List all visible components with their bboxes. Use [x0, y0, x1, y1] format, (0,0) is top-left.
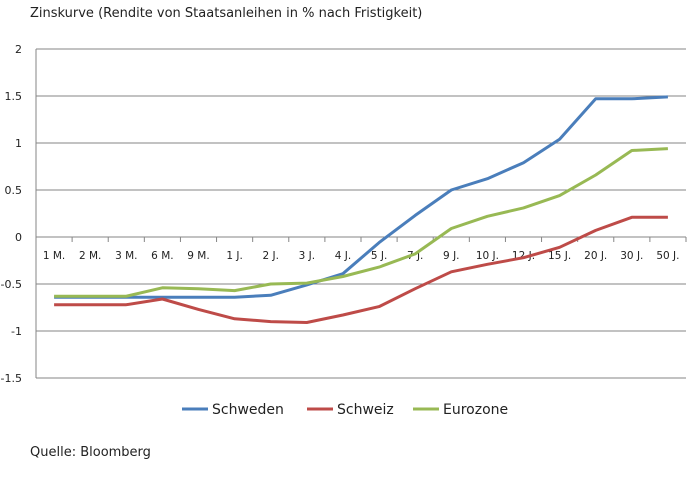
y-tick-label: -0.5 [1, 278, 22, 291]
legend-label-schweden: Schweden [212, 402, 284, 418]
x-tick-label: 2 M. [79, 250, 101, 262]
y-tick-label: 0 [15, 231, 22, 244]
x-tick-label: 50 J. [656, 250, 679, 262]
x-tick-label: 7 J. [407, 250, 423, 262]
x-tick-label: 3 J. [299, 250, 315, 262]
y-tick-label: -1.5 [1, 372, 22, 385]
x-tick-label: 4 J. [335, 250, 351, 262]
x-tick-label: 2 J. [262, 250, 278, 262]
x-tick-label: 9 J. [443, 250, 459, 262]
legend-label-eurozone: Eurozone [443, 402, 508, 418]
y-tick-label: 1 [15, 137, 22, 150]
x-tick-label: 30 J. [620, 250, 643, 262]
x-tick-label: 6 M. [151, 250, 173, 262]
x-tick-label: 1 M. [43, 250, 65, 262]
series-line-schweiz [54, 215, 668, 324]
series-line-schweden [54, 95, 668, 299]
source-note: Quelle: Bloomberg [30, 445, 151, 460]
x-tick-label: 15 J. [548, 250, 571, 262]
y-tick-label: 1.5 [5, 90, 23, 103]
y-tick-label: 2 [15, 43, 22, 56]
legend-label-schweiz: Schweiz [337, 402, 394, 418]
x-tick-label: 9 M. [187, 250, 209, 262]
y-tick-label: -1 [11, 325, 22, 338]
x-tick-label: 10 J. [476, 250, 499, 262]
y-tick-label: 0.5 [5, 184, 23, 197]
x-tick-label: 1 J. [226, 250, 242, 262]
x-tick-label: 3 M. [115, 250, 137, 262]
x-tick-label: 20 J. [584, 250, 607, 262]
chart-title: Zinskurve (Rendite von Staatsanleihen in… [30, 6, 423, 21]
x-tick-label: 5 J. [371, 250, 387, 262]
series-line-eurozone [54, 147, 668, 298]
